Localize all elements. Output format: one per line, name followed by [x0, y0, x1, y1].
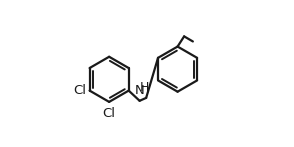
- Text: Cl: Cl: [103, 107, 116, 120]
- Text: H: H: [140, 81, 149, 94]
- Text: Cl: Cl: [73, 84, 86, 97]
- Text: N: N: [135, 85, 145, 97]
